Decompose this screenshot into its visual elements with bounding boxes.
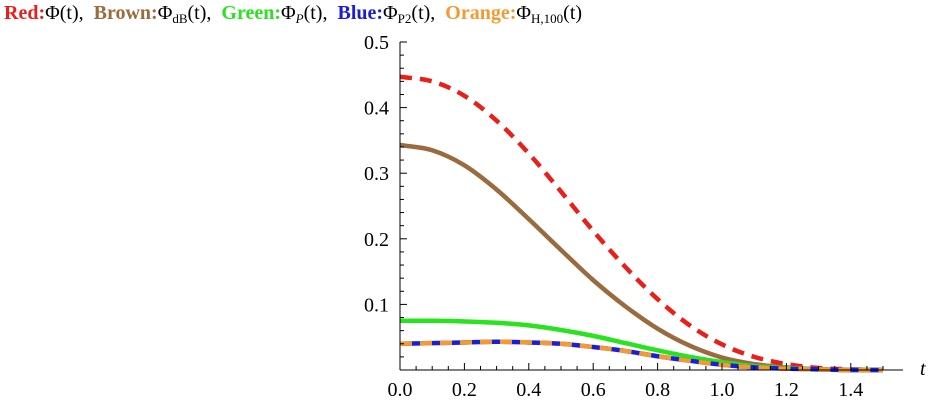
legend-function-subscript: P2: [397, 11, 412, 26]
x-tick-label: 1.2: [774, 379, 799, 401]
x-tick-label: 1.4: [838, 379, 863, 401]
legend-function-subscript: P: [295, 11, 304, 26]
x-axis-label: t: [920, 358, 926, 380]
legend-color-label: Brown:: [93, 2, 158, 24]
y-tick-label: 0.5: [364, 32, 389, 54]
y-tick-label: 0.2: [364, 229, 389, 251]
legend-color-label: Blue:: [337, 2, 384, 24]
legend-color-label: Orange:: [445, 2, 517, 24]
series-line-red-curve: [399, 74, 884, 373]
legend-function-argument: (t): [59, 2, 79, 24]
legend-item: Red:Φ(t),: [4, 2, 84, 24]
legend-item: Orange:ΦH,100(t): [445, 2, 583, 26]
legend-function-subscript: H,100: [531, 11, 564, 26]
series-line-green-curve: [400, 318, 883, 373]
legend-separator: ,: [78, 2, 84, 24]
legend-separator: ,: [430, 2, 436, 24]
legend-function-subscript: dB: [172, 11, 188, 26]
y-axis-ticks: 0.1 0.2 0.3 0.4 0.5: [364, 32, 407, 358]
legend-separator: ,: [322, 2, 328, 24]
legend-function-argument: (t): [563, 2, 583, 24]
x-tick-label: 0.6: [581, 379, 606, 401]
x-tick-label: 0.4: [516, 379, 541, 401]
legend-function-argument: (t): [411, 2, 431, 24]
legend-item: Green:ΦP(t),: [221, 2, 328, 26]
y-tick-label: 0.4: [364, 98, 389, 120]
legend-function-symbol: Φ: [45, 2, 60, 24]
plot-curves: [399, 74, 884, 373]
legend-function-symbol: Φ: [516, 2, 532, 24]
legend-item: Brown:ΦdB(t),: [93, 2, 212, 26]
legend-color-label: Green:: [221, 2, 282, 24]
legend-function-argument: (t): [303, 2, 323, 24]
legend-item: Blue:ΦP2(t),: [337, 2, 436, 26]
legend-function-symbol: Φ: [281, 2, 296, 24]
x-tick-label: 0.0: [388, 379, 413, 401]
x-tick-label: 1.0: [710, 379, 735, 401]
legend-separator: ,: [206, 2, 212, 24]
plot-axes: 0.0 0.2 0.4 0.6 0.8 1.0 1.2 1.4 0.1 0.2 0.3 0.4 0.5…: [364, 32, 926, 401]
x-tick-label: 0.2: [452, 379, 477, 401]
legend-function-symbol: Φ: [383, 2, 398, 24]
legend-function-argument: (t): [187, 2, 207, 24]
legend-color-label: Red:: [4, 2, 46, 24]
y-tick-label: 0.1: [364, 294, 389, 316]
x-axis-ticks: 0.0 0.2 0.4 0.6 0.8 1.0 1.2 1.4: [388, 363, 884, 401]
legend-function-symbol: Φ: [157, 2, 173, 24]
series-line-brown-curve: [399, 142, 883, 373]
x-tick-label: 0.8: [645, 379, 670, 401]
y-tick-label: 0.3: [364, 163, 389, 185]
chart-legend-title: Red:Φ(t), Brown:ΦdB(t), Green:ΦP(t), Blu…: [4, 2, 582, 27]
